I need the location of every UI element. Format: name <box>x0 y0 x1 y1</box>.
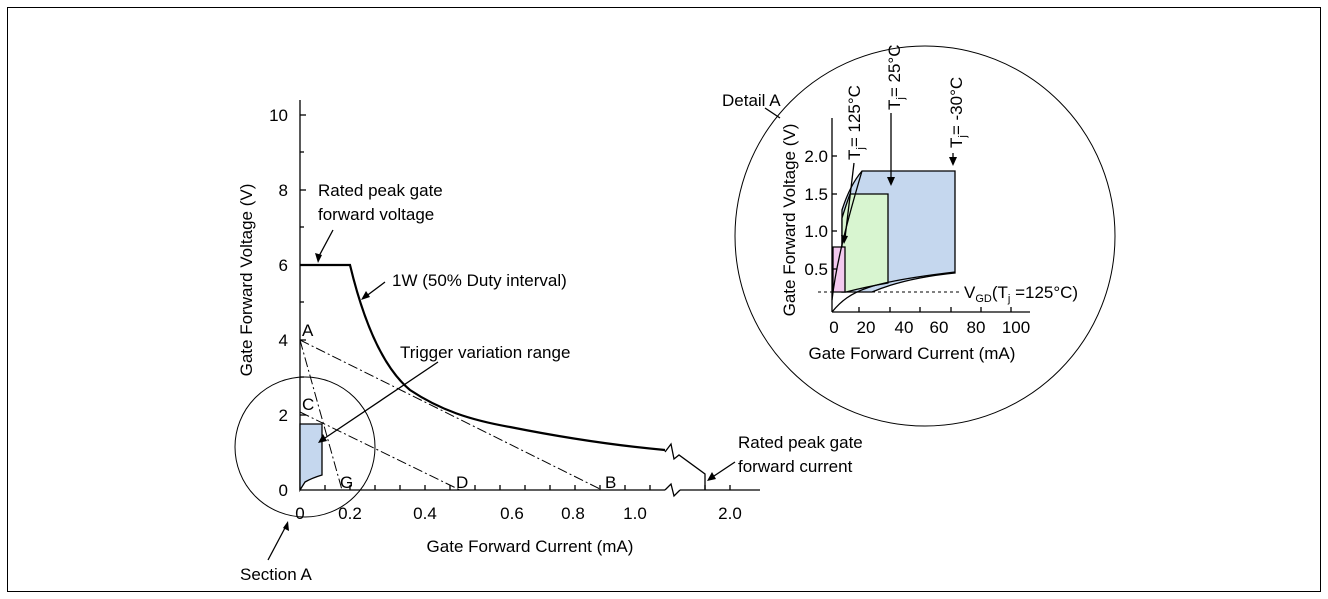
rated-voltage-arrow <box>317 229 334 259</box>
tj-25-region <box>841 193 889 293</box>
main-y-axis-label: Gate Forward Voltage (V) <box>237 184 256 377</box>
rated-voltage-label: Rated peak gate <box>318 181 443 200</box>
x-axis-break <box>664 482 681 498</box>
detail-y-axis-label: Gate Forward Voltage (V) <box>780 124 799 317</box>
point-g-label: G <box>340 473 353 492</box>
detail-x-tick-label: 0 <box>829 318 838 337</box>
point-a-label: A <box>302 321 314 340</box>
x-tick-label: 0.6 <box>500 504 524 523</box>
detail-x-tick-label: 60 <box>930 318 949 337</box>
x-tick-label: 2.0 <box>718 504 742 523</box>
vgd-label: VGD(Tj =125°C) <box>964 283 1078 305</box>
detail-a-arrow <box>764 107 781 119</box>
detail-a: Detail A 2.0 1.5 1.0 0.5 <box>722 45 1116 427</box>
y-tick-label: 6 <box>279 256 288 275</box>
x-tick-label: 0.8 <box>561 504 585 523</box>
load-line-a-b <box>299 339 603 491</box>
trigger-region <box>299 423 323 493</box>
trigger-range-label: Trigger variation range <box>400 343 570 362</box>
main-chart: 10 8 6 4 2 0 0 0.2 0.4 0.6 0.8 1.0 2.0 G… <box>234 100 863 584</box>
power-limit-curve <box>300 263 666 452</box>
detail-x-tick-label: 20 <box>857 318 876 337</box>
x-tick-label: 1.0 <box>623 504 647 523</box>
load-line-a-g <box>299 339 343 491</box>
detail-y-tick-label: 2.0 <box>804 147 828 166</box>
arrow-head <box>949 157 957 166</box>
power-curve-arrow <box>364 281 386 298</box>
trigger-range-arrow <box>321 361 439 441</box>
arrow-head <box>707 472 716 481</box>
y-tick-label: 0 <box>279 481 288 500</box>
power-limit-curve-break <box>664 442 706 490</box>
detail-a-circle <box>734 45 1116 427</box>
arrow-head <box>318 434 327 443</box>
point-d-label: D <box>456 473 468 492</box>
detail-x-tick-label: 40 <box>895 318 914 337</box>
detail-y-tick-label: 1.5 <box>804 185 828 204</box>
detail-x-tick-label: 100 <box>1002 318 1030 337</box>
main-x-ticks <box>324 485 731 490</box>
power-curve-label: 1W (50% Duty interval) <box>392 271 567 290</box>
y-tick-label: 8 <box>279 181 288 200</box>
detail-x-ticks <box>858 307 1012 312</box>
y-tick-label: 2 <box>279 406 288 425</box>
detail-x-axis-label: Gate Forward Current (mA) <box>809 344 1016 363</box>
rated-current-arrow <box>710 461 736 479</box>
tj-125-pointer <box>844 162 855 239</box>
section-a-label: Section A <box>240 565 312 584</box>
detail-boundary-curve <box>831 271 956 313</box>
tj-minus30-label: Tj= -30°C <box>947 77 969 148</box>
load-line-c-d <box>299 411 461 491</box>
tj-125-label: Tj= 125°C <box>845 85 867 160</box>
x-tick-label: 0.4 <box>413 504 437 523</box>
detail-x-tick-label: 80 <box>967 318 986 337</box>
rated-voltage-label: forward voltage <box>318 205 434 224</box>
x-tick-label: 0.2 <box>338 504 362 523</box>
arrow-head <box>283 521 289 531</box>
detail-y-tick-label: 0.5 <box>804 260 828 279</box>
x-tick-label: 0 <box>295 504 304 523</box>
detail-left-curve <box>831 170 863 301</box>
tj-25-label: Tj= 25°C <box>885 45 907 110</box>
rated-current-label: Rated peak gate <box>738 433 863 452</box>
detail-a-title: Detail A <box>722 91 781 110</box>
arrow-head <box>841 235 848 244</box>
point-b-label: B <box>605 473 616 492</box>
detail-y-ticks <box>832 155 837 270</box>
point-c-label: C <box>302 395 314 414</box>
arrow-head <box>361 291 370 300</box>
y-tick-label: 10 <box>269 106 288 125</box>
section-a-arrow <box>267 525 287 561</box>
figure-frame <box>7 7 1321 592</box>
section-a-circle <box>234 376 376 518</box>
y-tick-label: 4 <box>279 331 288 350</box>
arrow-head <box>887 177 895 186</box>
detail-y-tick-label: 1.0 <box>804 222 828 241</box>
arrow-head <box>315 253 322 263</box>
rated-current-label: forward current <box>738 457 853 476</box>
main-x-axis-label: Gate Forward Current (mA) <box>427 537 634 556</box>
